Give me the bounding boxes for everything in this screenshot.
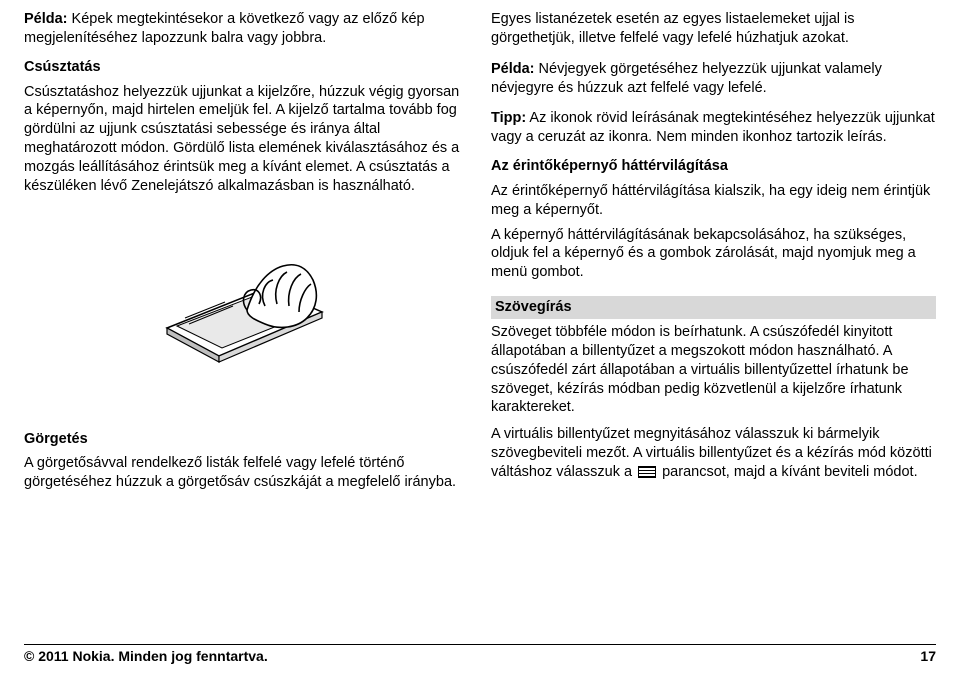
scroll-text: A görgetősávval rendelkező listák felfel…	[24, 454, 469, 492]
backlight-heading: Az érintőképernyő háttérvilágítása	[491, 157, 936, 176]
tip-text: Az ikonok rövid leírásának megtekintéséh…	[491, 110, 935, 145]
example-1-text: Képek megtekintésekor a következő vagy a…	[24, 11, 425, 46]
footer-copyright: © 2011 Nokia. Minden jog fenntartva.	[24, 647, 268, 665]
page-footer: © 2011 Nokia. Minden jog fenntartva. 17	[24, 644, 936, 665]
example-2-label: Példa:	[491, 61, 535, 77]
flick-illustration	[147, 210, 347, 370]
keyboard-icon	[638, 466, 656, 478]
tip-paragraph: Tipp: Az ikonok rövid leírásának megteki…	[491, 109, 936, 147]
example-1-label: Példa:	[24, 11, 68, 27]
text-entry-section-heading: Szövegírás	[491, 296, 936, 319]
backlight-p2: A képernyő háttérvilágításának bekapcsol…	[491, 226, 936, 283]
text-entry-p2: A virtuális billentyűzet megnyitásához v…	[491, 425, 936, 482]
scroll-heading: Görgetés	[24, 430, 469, 449]
flick-heading: Csúsztatás	[24, 58, 469, 77]
tip-label: Tipp:	[491, 110, 526, 126]
example-1: Példa: Képek megtekintésekor a következő…	[24, 10, 469, 48]
example-2: Példa: Névjegyek görgetéséhez helyezzük …	[491, 60, 936, 98]
right-column: Egyes listanézetek esetén az egyes lista…	[491, 10, 936, 620]
footer-page-number: 17	[920, 647, 936, 665]
flick-text: Csúsztatáshoz helyezzük ujjunkat a kijel…	[24, 83, 469, 196]
example-2-text: Névjegyek görgetéséhez helyezzük ujjunka…	[491, 61, 882, 96]
text-entry-p2-b: parancsot, majd a kívánt beviteli módot.	[658, 464, 918, 480]
text-entry-p1: Szöveget többféle módon is beírhatunk. A…	[491, 323, 936, 417]
list-drag-paragraph: Egyes listanézetek esetén az egyes lista…	[491, 10, 936, 48]
backlight-p1: Az érintőképernyő háttérvilágítása kials…	[491, 182, 936, 220]
left-column: Példa: Képek megtekintésekor a következő…	[24, 10, 469, 620]
